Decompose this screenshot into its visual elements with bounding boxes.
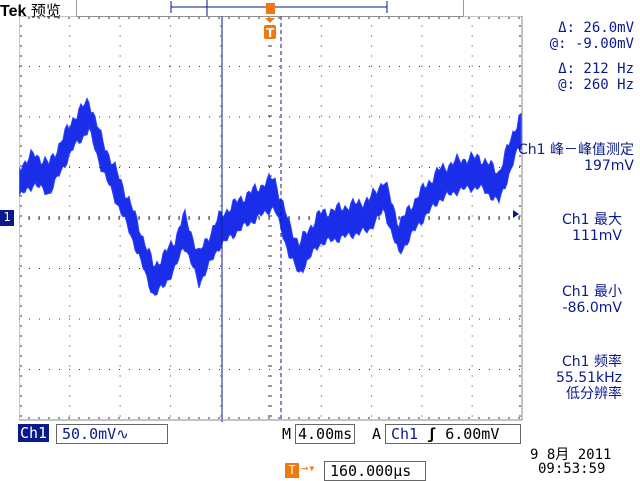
trigger-level-icon [513,210,519,218]
channel-label[interactable]: Ch1 [18,424,50,442]
trigger-marker-icon: T [285,463,299,478]
ch1-ground-marker[interactable]: 1 [0,210,14,226]
record-view-bar [76,0,464,17]
cursor-delta-v: Δ: 26.0mV [558,20,634,36]
trigger-settings[interactable]: Ch1 ʃ 6.00mV [385,424,521,444]
timebase-prefix: M [282,425,292,443]
graticule [19,16,521,419]
date: 9 8月 2011 [530,447,612,463]
trigger-marker-icon [264,25,276,39]
measurement-freq: Ch1 频率 55.51kHz 低分辨率 [555,354,622,402]
cursor-delta-f: Δ: 212 Hz [558,61,634,77]
bandwidth-limit-icon: ∿ [116,425,129,443]
trigger-prefix: A [372,425,382,443]
trigger-position-icon [266,3,275,14]
trigger-position[interactable]: 160.000µs [324,461,426,481]
measurement-pkpk: Ch1 峰－峰值测定 197mV [517,142,634,174]
measurement-min: Ch1 最小 -86.0mV [561,284,622,316]
channel-scale[interactable]: 50.0mV∿ [56,424,168,444]
ch1-waveform [19,97,522,296]
cursor-at-v: @: -9.00mV [549,36,634,52]
waveform-display: T [19,16,523,422]
trigger-marker-label: T [266,26,275,40]
trigger-arrow-icon [265,18,275,23]
record-window [170,1,388,13]
timebase-value[interactable]: 4.00ms [295,424,356,444]
rising-edge-icon: ʃ [427,425,437,443]
measurement-max: Ch1 最大 111mV [561,212,622,244]
time: 09:53:59 [538,461,606,477]
cursor-readout: Δ: 26.0mV @: -9.00mV Δ: 212 Hz @: 260 Hz [534,20,634,93]
cursor-at-f: @: 260 Hz [558,77,634,93]
trigger-offset-arrow-icon: →▾ [301,461,316,475]
